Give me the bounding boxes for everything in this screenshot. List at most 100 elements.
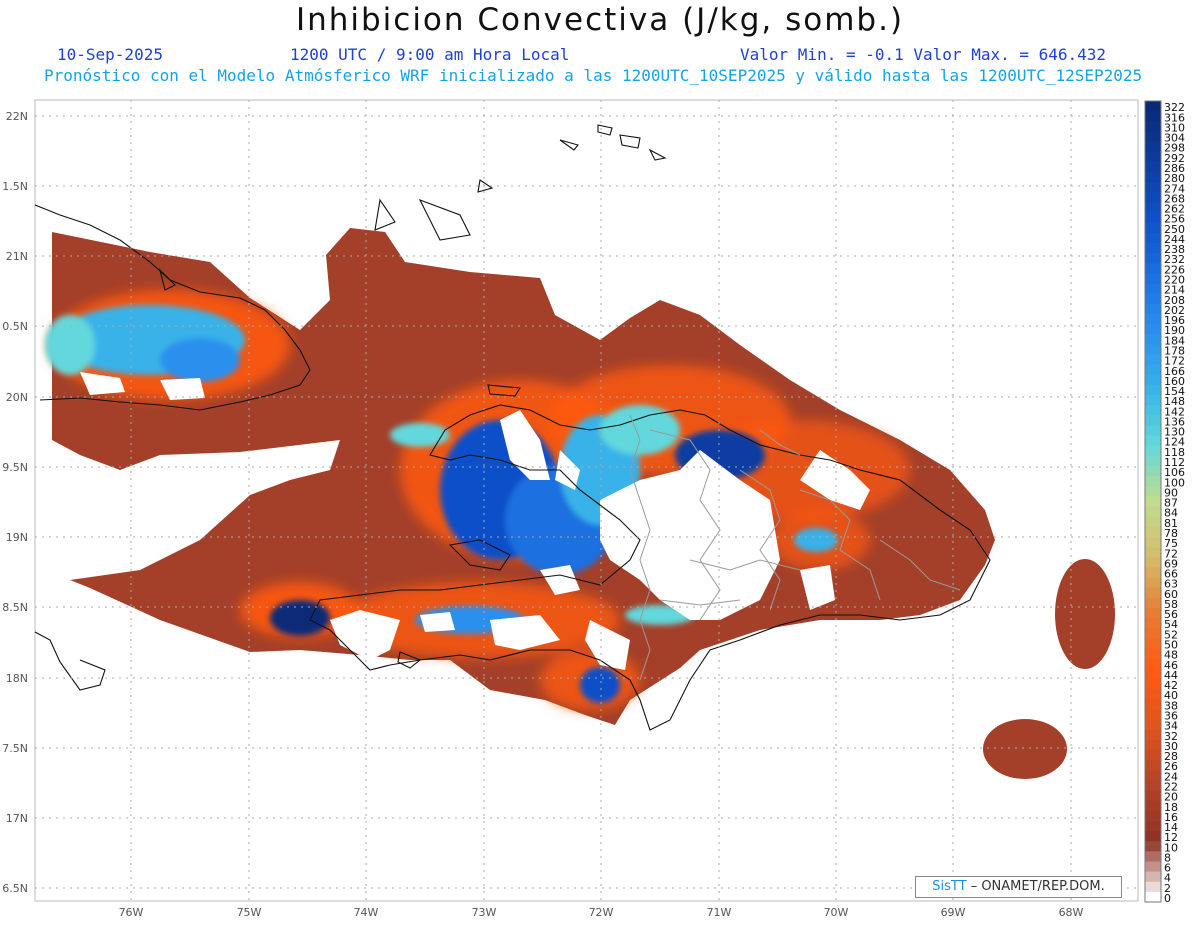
colorbar-swatch xyxy=(1145,344,1161,356)
colorbar-label: 226 xyxy=(1164,263,1185,276)
colorbar-swatch xyxy=(1145,709,1161,721)
colorbar-swatch xyxy=(1145,891,1161,903)
colorbar-label: 196 xyxy=(1164,314,1185,327)
colorbar-label: 50 xyxy=(1164,639,1178,652)
colorbar-label: 72 xyxy=(1164,547,1178,560)
colorbar-swatch xyxy=(1145,131,1161,143)
colorbar-swatch xyxy=(1145,171,1161,183)
colorbar-swatch xyxy=(1145,253,1161,264)
colorbar-swatch xyxy=(1145,395,1161,406)
colorbar-label: 190 xyxy=(1164,324,1185,337)
colorbar-label: 256 xyxy=(1164,213,1185,226)
colorbar-swatch xyxy=(1145,841,1161,852)
colorbar-swatch xyxy=(1145,607,1161,619)
colorbar-swatch xyxy=(1145,658,1161,670)
colorbar-label: 172 xyxy=(1164,355,1185,368)
lat-label: 18N xyxy=(6,672,28,685)
colorbar-label: 274 xyxy=(1164,182,1185,195)
latitude-labels: 22N 1.5N 21N 0.5N 20N 9.5N 19N 8.5N 18N … xyxy=(2,110,28,895)
colorbar-swatch xyxy=(1145,364,1161,376)
colorbar-swatch xyxy=(1145,435,1161,447)
colorbar-label: 24 xyxy=(1164,770,1178,783)
colorbar-label: 81 xyxy=(1164,517,1178,530)
lat-label: 17N xyxy=(6,812,28,825)
colorbar-swatch xyxy=(1145,222,1161,234)
colorbar-swatch xyxy=(1145,273,1161,285)
colorbar-swatch xyxy=(1145,445,1161,457)
lon-label: 71W xyxy=(707,906,732,919)
colorbar-swatch xyxy=(1145,790,1161,802)
sis-logo-text: SisTT xyxy=(932,879,967,894)
colorbar-swatch xyxy=(1145,415,1161,427)
colorbar-label: 316 xyxy=(1164,111,1185,124)
colorbar-label: 124 xyxy=(1164,436,1185,449)
lat-label: 8.5N xyxy=(2,601,28,614)
colorbar-label: 202 xyxy=(1164,304,1185,317)
colorbar-swatch xyxy=(1145,384,1161,396)
colorbar-swatch xyxy=(1145,151,1161,163)
lat-label: 7.5N xyxy=(2,742,28,755)
colorbar-label: 250 xyxy=(1164,223,1185,236)
colorbar-swatch xyxy=(1145,861,1161,873)
colorbar-swatch xyxy=(1145,739,1161,751)
lon-label: 73W xyxy=(472,906,497,919)
colorbar-swatch xyxy=(1145,354,1161,366)
colorbar-label: 22 xyxy=(1164,780,1178,793)
colorbar-label: 154 xyxy=(1164,385,1185,398)
colorbar-swatch xyxy=(1145,121,1161,133)
lat-label: 21N xyxy=(6,250,28,263)
lat-label: 22N xyxy=(6,110,28,123)
colorbar-swatch xyxy=(1145,719,1161,731)
colorbar-swatch xyxy=(1145,405,1161,416)
forecast-subtitle: Pronóstico con el Modelo Atmósferico WRF… xyxy=(44,66,1143,85)
colorbar-label: 40 xyxy=(1164,689,1178,702)
lon-label: 69W xyxy=(941,906,966,919)
date-label: 10-Sep-2025 xyxy=(57,45,163,64)
colorbar-swatch xyxy=(1145,425,1161,437)
lat-label: 6.5N xyxy=(2,882,28,895)
cin-field-zero xyxy=(80,372,870,670)
colorbar: 3223163103042982922862802742682622562502… xyxy=(1144,100,1185,905)
lat-label: 1.5N xyxy=(2,180,28,193)
colorbar-swatch xyxy=(1145,536,1161,548)
colorbar-swatch xyxy=(1145,668,1161,680)
colorbar-swatch xyxy=(1145,770,1161,781)
colorbar-label: 148 xyxy=(1164,395,1185,408)
colorbar-label: 66 xyxy=(1164,568,1178,581)
colorbar-swatch xyxy=(1145,293,1161,305)
colorbar-swatch xyxy=(1145,242,1161,254)
colorbar-swatch xyxy=(1145,689,1161,700)
colorbar-swatch xyxy=(1145,648,1161,660)
colorbar-label: 48 xyxy=(1164,649,1178,662)
colorbar-swatch xyxy=(1145,618,1161,629)
colorbar-swatch xyxy=(1145,628,1161,639)
colorbar-swatch xyxy=(1145,526,1161,538)
colorbar-label: 112 xyxy=(1164,456,1185,469)
colorbar-swatch xyxy=(1145,597,1161,609)
colorbar-label: 58 xyxy=(1164,598,1178,611)
colorbar-label: 10 xyxy=(1164,841,1178,854)
colorbar-swatch xyxy=(1145,881,1161,893)
lat-label: 20N xyxy=(6,391,28,404)
colorbar-swatch xyxy=(1145,699,1161,710)
colorbar-label: 0 xyxy=(1164,892,1171,905)
colorbar-label: 36 xyxy=(1164,709,1178,722)
colorbar-label: 166 xyxy=(1164,365,1185,378)
colorbar-label: 130 xyxy=(1164,426,1185,439)
colorbar-swatch xyxy=(1145,192,1161,203)
colorbar-label: 42 xyxy=(1164,679,1178,692)
colorbar-swatch xyxy=(1145,161,1161,173)
colorbar-label: 178 xyxy=(1164,344,1185,357)
colorbar-swatch xyxy=(1145,871,1161,883)
colorbar-label: 56 xyxy=(1164,608,1178,621)
colorbar-swatch xyxy=(1145,506,1161,518)
colorbar-label: 280 xyxy=(1164,172,1185,185)
lat-label: 19N xyxy=(6,531,28,544)
colorbar-swatch xyxy=(1145,516,1161,528)
colorbar-label: 8 xyxy=(1164,851,1171,864)
colorbar-label: 87 xyxy=(1164,497,1178,510)
colorbar-label: 298 xyxy=(1164,142,1185,155)
colorbar-label: 100 xyxy=(1164,476,1185,489)
colorbar-label: 28 xyxy=(1164,750,1178,763)
